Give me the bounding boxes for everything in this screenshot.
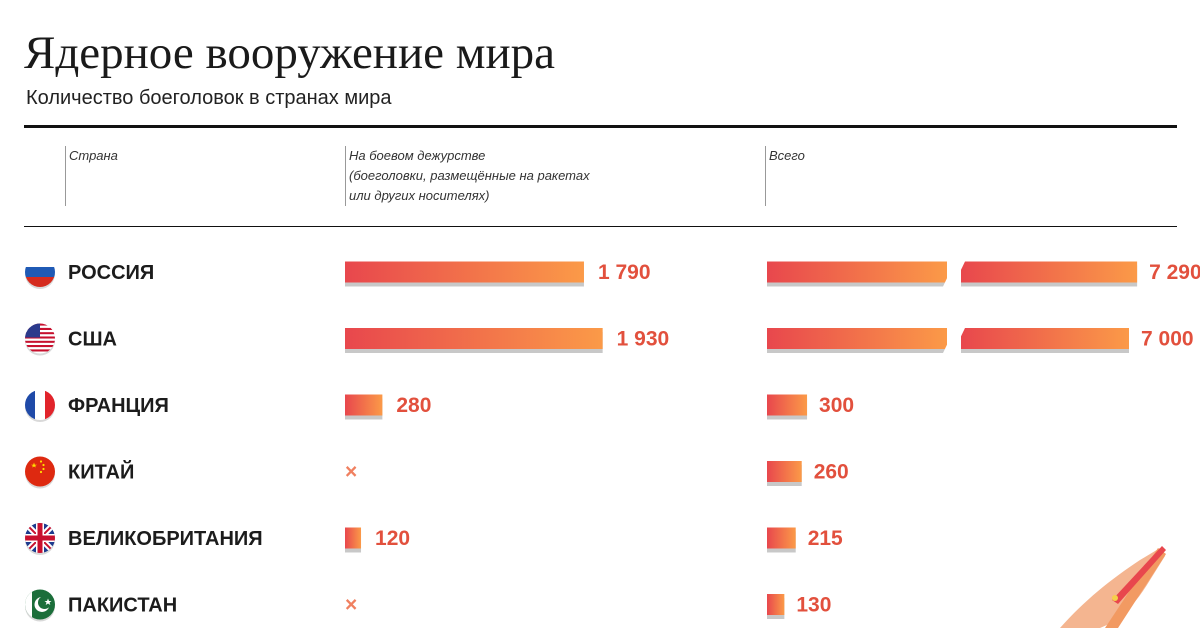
axis-break-mark bbox=[943, 261, 965, 287]
no-data-mark: × bbox=[345, 594, 357, 617]
france-flag-icon bbox=[25, 390, 55, 422]
on-duty-value-label: 1 930 bbox=[617, 328, 670, 351]
column-header-total-label: Всего bbox=[769, 148, 805, 163]
country-label: ФРАНЦИЯ bbox=[68, 395, 169, 417]
usa-flag-icon bbox=[25, 323, 55, 356]
country-label: КИТАЙ bbox=[68, 460, 134, 484]
total-value-label: 130 bbox=[796, 594, 831, 617]
country-row: КИТАЙ × 260 bbox=[25, 456, 849, 489]
column-header-country: Страна bbox=[65, 146, 269, 206]
country-label: США bbox=[68, 329, 117, 351]
total-value-label: 300 bbox=[819, 394, 854, 417]
column-header-total: Всего bbox=[765, 146, 1069, 206]
total-bar-continued bbox=[961, 328, 1129, 349]
total-value-label: 215 bbox=[808, 527, 843, 550]
russia-flag-icon bbox=[25, 257, 55, 289]
table-header-divider bbox=[24, 226, 1177, 227]
country-row: США 1 930 7 000 bbox=[25, 323, 1194, 356]
missile-illustration bbox=[1060, 546, 1166, 628]
total-value-label: 7 000 bbox=[1141, 328, 1194, 351]
column-header-on-duty-note-line1: (боеголовки, размещённые на ракетах bbox=[349, 168, 590, 183]
axis-break-mark bbox=[943, 328, 965, 353]
country-label: ВЕЛИКОБРИТАНИЯ bbox=[68, 528, 263, 550]
country-label: ПАКИСТАН bbox=[68, 595, 177, 617]
page-title: Ядерное вооружение мира bbox=[24, 27, 555, 79]
country-row: ВЕЛИКОБРИТАНИЯ 120 215 bbox=[25, 523, 843, 555]
country-row: ФРАНЦИЯ 280 300 bbox=[25, 390, 854, 422]
header-divider bbox=[24, 125, 1177, 128]
china-flag-icon bbox=[25, 456, 55, 489]
total-bar bbox=[767, 328, 947, 349]
country-label: РОССИЯ bbox=[68, 262, 154, 284]
column-header-on-duty: На боевом дежурстве (боеголовки, размещё… bbox=[345, 146, 649, 206]
no-data-mark: × bbox=[345, 461, 357, 484]
page-subtitle: Количество боеголовок в странах мира bbox=[26, 87, 392, 109]
uk-flag-icon bbox=[25, 523, 55, 555]
on-duty-value-label: 120 bbox=[375, 527, 410, 550]
on-duty-value-label: 1 790 bbox=[598, 261, 651, 284]
on-duty-bar bbox=[345, 261, 584, 283]
total-bar bbox=[767, 594, 785, 615]
column-header-country-label: Страна bbox=[69, 148, 118, 163]
total-bar bbox=[767, 261, 947, 283]
total-value-label: 7 290 bbox=[1149, 261, 1200, 284]
country-row: РОССИЯ 1 790 7 290 bbox=[25, 257, 1200, 289]
column-header-on-duty-note-line2: или других носителях) bbox=[349, 188, 490, 203]
total-bar bbox=[767, 527, 796, 549]
pakistan-flag-icon bbox=[25, 589, 55, 622]
on-duty-bar bbox=[345, 527, 362, 549]
total-value-label: 260 bbox=[814, 461, 849, 484]
on-duty-value-label: 280 bbox=[396, 394, 431, 417]
column-header-on-duty-label: На боевом дежурстве bbox=[349, 148, 486, 163]
on-duty-bar bbox=[345, 394, 383, 416]
total-bar bbox=[767, 461, 802, 482]
total-bar bbox=[767, 394, 808, 416]
total-bar-continued bbox=[961, 261, 1138, 283]
on-duty-bar bbox=[345, 328, 603, 349]
country-row: ПАКИСТАН × 130 bbox=[25, 589, 831, 622]
